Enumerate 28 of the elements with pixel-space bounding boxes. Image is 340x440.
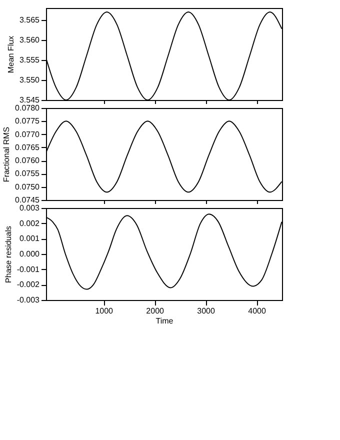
y-tick-label: 0.0750 (15, 182, 40, 192)
x-tick-label: 3000 (197, 306, 216, 316)
x-tick-label: 4000 (248, 306, 266, 316)
y-tick-label: 3.545 (19, 96, 40, 104)
y-tick-label: 0.0775 (15, 116, 40, 126)
y-tick-label: 0.001 (19, 234, 40, 244)
y-axis-title: Fractional RMS (2, 126, 12, 182)
y-tick-label: 0.002 (19, 218, 40, 228)
y-tick-label: 0.0755 (15, 169, 40, 178)
y-tick-label: 0.0745 (15, 196, 40, 204)
y-tick-label: 3.555 (19, 56, 40, 64)
y-tick-label: 0.0765 (15, 142, 40, 152)
y-tick-label: 3.550 (19, 76, 40, 84)
x-axis-title: Time (156, 316, 174, 326)
x-tick-label: 2000 (146, 306, 165, 316)
y-tick-label: 0.0780 (15, 104, 40, 112)
y-tick-label: 3.560 (19, 36, 40, 44)
y-axis-title: Phase residuals (4, 226, 13, 283)
y-tick-label: 0.003 (19, 204, 40, 212)
y-tick-label: -0.003 (16, 296, 40, 304)
y-tick-label: 3.565 (19, 16, 40, 24)
y-tick-label: 0.0760 (15, 156, 40, 166)
y-tick-label: -0.002 (16, 280, 40, 290)
x-tick-label: 1000 (95, 306, 114, 316)
y-tick-label: 0.0770 (15, 130, 40, 139)
y-tick-label: 0.000 (19, 250, 40, 258)
y-axis-title: Mean Flux (6, 36, 16, 74)
y-tick-label: -0.001 (16, 264, 40, 274)
